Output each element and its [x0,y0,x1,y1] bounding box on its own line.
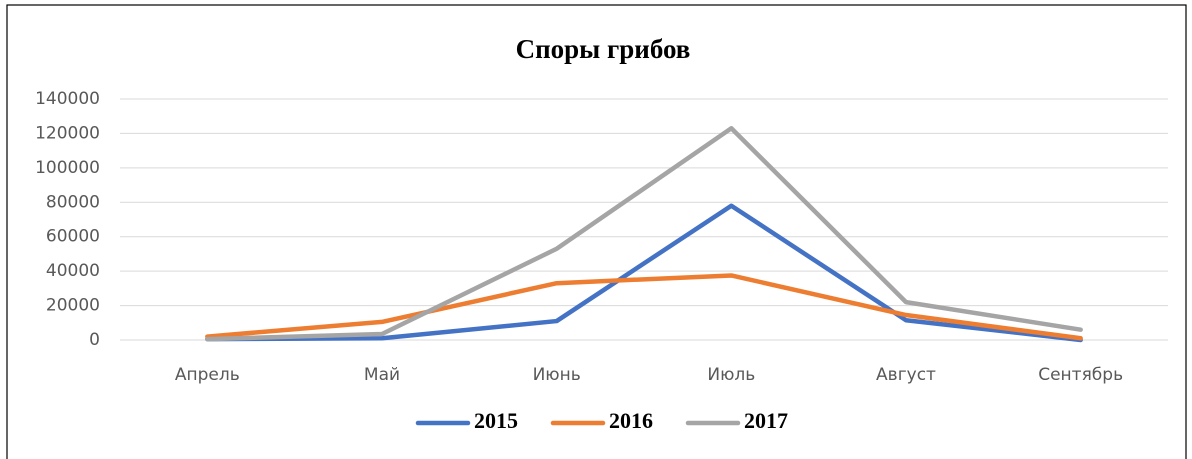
x-tick-label: Сентябрь [1038,365,1123,385]
y-tick-label: 120000 [35,123,100,143]
x-tick-label: Апрель [175,365,240,385]
chart-frame [6,4,1187,459]
y-tick-label: 100000 [35,158,100,178]
y-tick-label: 140000 [35,89,100,109]
chart-title: Споры грибов [516,34,691,64]
y-tick-label: 0 [89,330,100,350]
y-tick-label: 60000 [46,227,100,247]
y-tick-label: 80000 [46,192,100,212]
y-tick-label: 20000 [46,296,100,316]
x-tick-label: Август [876,365,936,385]
x-tick-label: Июль [707,365,755,385]
y-tick-label: 40000 [46,261,100,281]
legend-label: 2017 [744,408,788,433]
series-line [205,126,1083,342]
legend-label: 2016 [609,408,653,433]
x-tick-label: Июнь [533,365,581,385]
series-line [205,273,1083,341]
series-line [205,203,1083,343]
x-tick-label: Май [364,365,400,385]
legend-label: 2015 [474,408,518,433]
